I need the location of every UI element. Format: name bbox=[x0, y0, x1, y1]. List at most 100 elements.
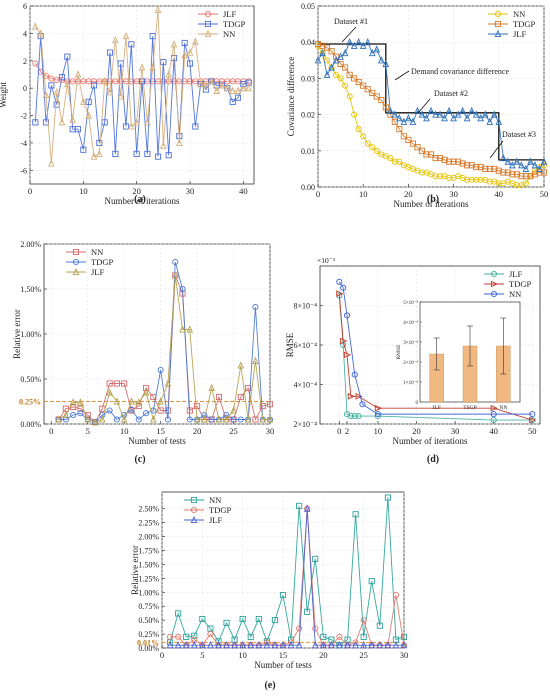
inset-bar-chart: 0 1×10⁻⁴ 2×10⁻⁴ 3×10⁻⁴ 4×10⁻⁴ 5×10⁻⁴ RMSE JLF TS… bbox=[396, 300, 521, 411]
data-point-nn bbox=[215, 393, 223, 401]
data-point-jlf bbox=[423, 114, 430, 122]
y-tick-label: -2 bbox=[20, 112, 27, 121]
data-point-jlf bbox=[199, 641, 206, 649]
data-point-jlf bbox=[527, 157, 534, 165]
x-tick-label: 25 bbox=[229, 426, 238, 436]
data-point-tdgp bbox=[455, 158, 462, 165]
data-point-nn bbox=[85, 111, 92, 119]
annotation-arrow bbox=[417, 98, 431, 114]
data-point-jlf bbox=[207, 641, 214, 649]
data-point-tdgp bbox=[312, 625, 319, 632]
data-point-nn bbox=[245, 384, 252, 392]
y-tick-label: -6 bbox=[20, 166, 27, 175]
y-tick-label: 0.04 bbox=[301, 38, 315, 47]
data-point-jlf bbox=[77, 398, 84, 406]
series-line-nn bbox=[169, 497, 405, 646]
data-point-tdgp bbox=[77, 410, 84, 417]
data-point-jlf bbox=[171, 271, 179, 279]
data-point-tdgp bbox=[138, 78, 146, 85]
data-point-jlf bbox=[405, 114, 412, 122]
data-point-nn bbox=[112, 36, 119, 44]
data-point-jlf bbox=[336, 641, 343, 649]
data-point-tdgp bbox=[186, 60, 194, 67]
data-point-jlf bbox=[400, 641, 408, 649]
data-point-tdgp bbox=[473, 164, 480, 171]
data-point-nn bbox=[32, 22, 39, 30]
data-point-tdgp bbox=[99, 411, 106, 419]
legend-marker bbox=[190, 506, 198, 514]
data-point-jlf bbox=[368, 641, 376, 649]
data-point-nn bbox=[346, 93, 353, 100]
y-tick-label: 2.50% bbox=[138, 505, 159, 514]
data-point-nn bbox=[133, 118, 140, 126]
x-tick-label: 20 bbox=[412, 426, 421, 436]
data-point-jlf bbox=[436, 110, 444, 118]
data-point-nn bbox=[176, 138, 183, 146]
chart-panel-2: 0 10 20 30 40 50 0.00 0.01 0.02 0.03 0.04 0.05 Numbe… bbox=[286, 2, 548, 209]
data-point-tdgp bbox=[144, 150, 151, 157]
x-tick-label: 30 bbox=[186, 186, 195, 196]
data-point-jlf bbox=[472, 110, 480, 118]
data-point-jlf bbox=[223, 641, 230, 649]
data-point-nn bbox=[181, 51, 188, 59]
data-point-nn bbox=[387, 154, 394, 162]
x-tick-label: 50 bbox=[540, 189, 549, 199]
data-point-jlf bbox=[328, 63, 335, 71]
data-point-jlf bbox=[247, 641, 255, 649]
data-point-nn bbox=[337, 75, 344, 82]
legend-label: NN bbox=[91, 247, 103, 257]
data-point-nn bbox=[84, 411, 91, 419]
data-point-tdgp bbox=[32, 119, 39, 126]
data-point-nn bbox=[42, 90, 50, 99]
y-tick-label: 2 bbox=[23, 57, 27, 66]
data-point-jlf bbox=[392, 641, 400, 649]
data-point-tdgp bbox=[202, 86, 210, 93]
data-point-tdgp bbox=[328, 48, 335, 55]
data-point-tdgp bbox=[490, 404, 498, 412]
data-point-jlf bbox=[382, 59, 390, 67]
data-point-tdgp bbox=[529, 416, 537, 424]
y-tick-label: 2×10⁻⁴ bbox=[293, 420, 317, 429]
inset-y-tick-label: 5×10⁻⁴ bbox=[403, 300, 418, 306]
data-point-tdgp bbox=[360, 617, 367, 624]
data-point-jlf bbox=[99, 415, 106, 423]
data-point-jlf bbox=[328, 641, 335, 649]
data-point-tdgp bbox=[387, 111, 394, 118]
data-point-jlf bbox=[377, 56, 385, 64]
data-point-jlf bbox=[468, 106, 475, 115]
data-point-jlf bbox=[504, 157, 512, 165]
x-tick-label: 20 bbox=[193, 426, 202, 436]
data-point-jlf bbox=[384, 641, 392, 649]
data-point-jlf bbox=[48, 75, 55, 82]
inset-y-tick-label: 4×10⁻⁴ bbox=[403, 320, 418, 326]
data-point-jlf bbox=[222, 415, 230, 423]
data-point-nn bbox=[400, 633, 408, 640]
data-point-nn bbox=[396, 158, 403, 165]
data-point-jlf bbox=[513, 157, 521, 165]
legend-label: TDGP bbox=[509, 279, 531, 289]
legend-label: TDGP bbox=[223, 19, 245, 29]
data-point-jlf bbox=[450, 114, 457, 122]
data-point-nn bbox=[436, 173, 444, 180]
data-point-tdgp bbox=[58, 74, 66, 81]
data-point-nn bbox=[369, 144, 376, 151]
data-point-jlf bbox=[311, 641, 319, 649]
data-point-jlf bbox=[186, 325, 194, 333]
data-point-jlf bbox=[91, 418, 99, 426]
data-point-jlf bbox=[266, 415, 274, 423]
data-point-jlf bbox=[441, 114, 448, 122]
data-point-tdgp bbox=[319, 42, 326, 49]
data-point-jlf bbox=[540, 157, 548, 165]
data-point-jlf bbox=[346, 38, 353, 46]
legend-marker bbox=[190, 515, 198, 524]
legend-label: JLF bbox=[209, 515, 223, 525]
data-point-jlf bbox=[244, 415, 252, 423]
x-axis-title: Number of iterations bbox=[393, 436, 468, 446]
y-tick-label: 1.50% bbox=[138, 560, 159, 569]
data-point-nn bbox=[192, 37, 199, 45]
data-point-nn bbox=[160, 141, 167, 149]
legend-label: TDGP bbox=[91, 257, 113, 267]
data-point-nn bbox=[128, 122, 135, 130]
data-point-tdgp bbox=[167, 633, 174, 640]
data-point-nn bbox=[183, 633, 190, 640]
